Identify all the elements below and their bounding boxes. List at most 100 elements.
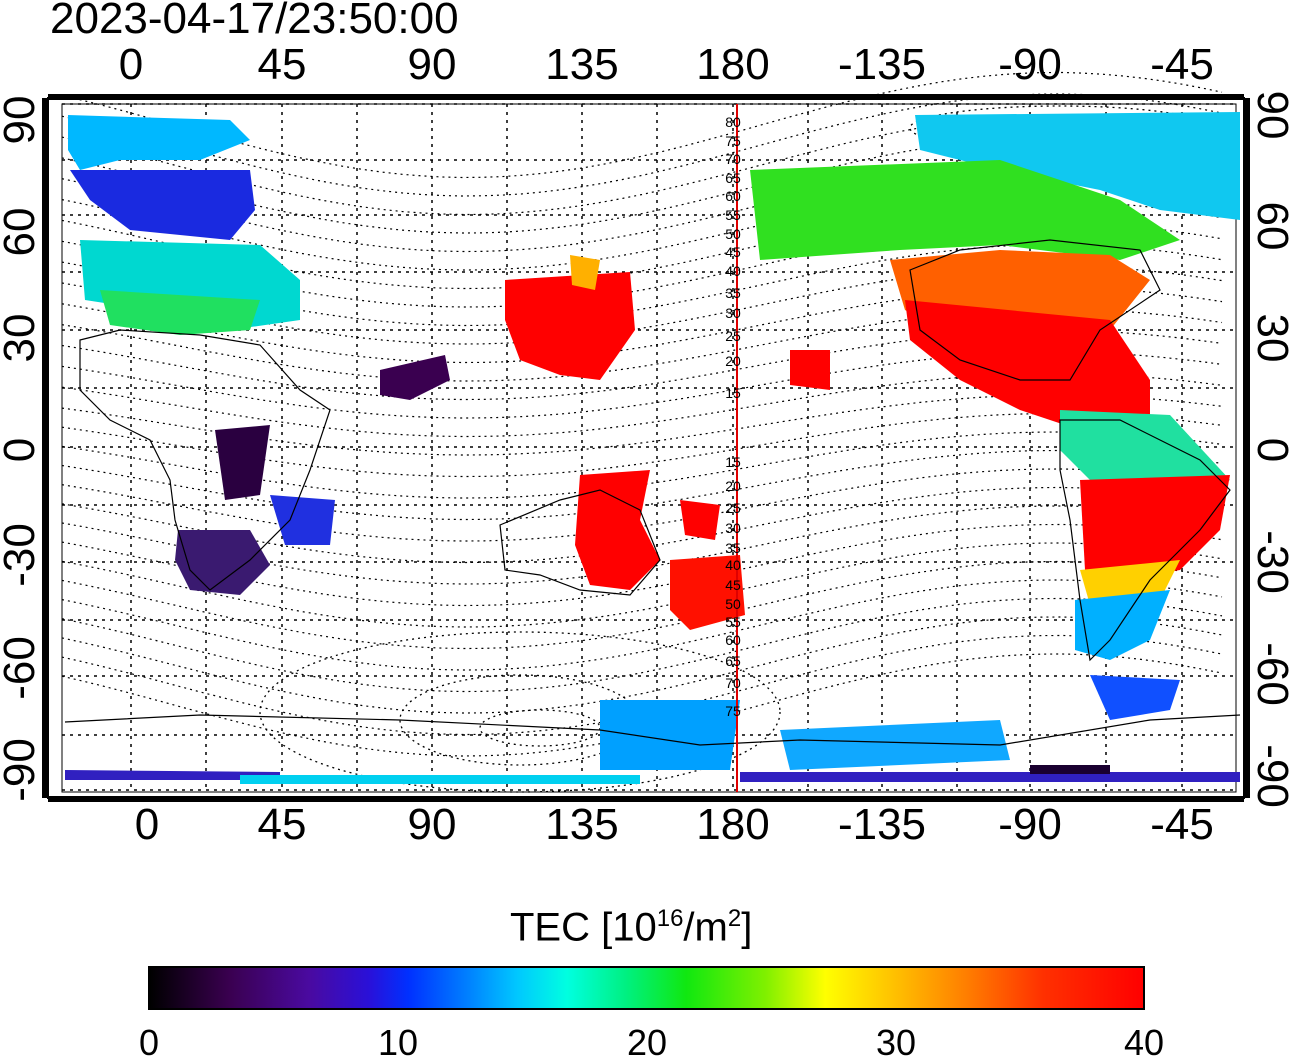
tec-patch-antarctic-pacific (780, 720, 1010, 770)
bottom-lon-label: 90 (407, 800, 457, 849)
coast-africa (79, 329, 331, 591)
tec-map: 8075706560555045403530252015152025303540… (42, 71, 1250, 802)
mlat-contour (61, 616, 1223, 714)
tec-patch-pacific (680, 500, 720, 540)
mlat-contour (61, 93, 1223, 197)
left-lat-label: 30 (0, 313, 44, 363)
tec-patch-north-atlantic-low (70, 170, 255, 240)
right-lat-label: 30 (1248, 313, 1294, 363)
top-lon-label: 90 (407, 40, 457, 89)
left-lat-label: 60 (0, 207, 44, 257)
bottom-lon-label: -135 (837, 800, 927, 849)
tec-patch-new-zealand (670, 555, 745, 630)
mlat-contour (61, 505, 1223, 585)
mlat-contour (61, 653, 1223, 757)
mlat-contour (61, 579, 1223, 671)
colorbar-tick: 30 (875, 1022, 917, 1063)
top-lon-label: 135 (545, 40, 619, 89)
top-lon-label: 45 (257, 40, 307, 89)
left-lat-label: 90 (0, 95, 44, 145)
right-lat-label: -90 (1248, 744, 1294, 808)
mlat-label: 20 (725, 353, 741, 369)
bottom-lon-label: 0 (134, 800, 160, 849)
tec-patch-canada-mid (750, 160, 1180, 260)
bottom-lon-label: 45 (257, 800, 307, 849)
mlat-label: 15 (725, 454, 741, 470)
tec-patch-antarctic-dark (1030, 765, 1110, 774)
mlat-label: 35 (725, 540, 741, 556)
mlat-label: 15 (725, 385, 741, 401)
tec-patch-europe-south (100, 290, 260, 335)
colorbar-title-end: ] (741, 905, 753, 950)
tec-patch-canada-arctic (915, 112, 1240, 220)
mlat-label: 40 (725, 557, 741, 573)
mlat-label: 25 (725, 328, 741, 344)
mlat-label: 30 (725, 520, 741, 536)
top-lon-label: 180 (696, 40, 770, 89)
bottom-lon-label: -90 (998, 800, 1062, 849)
colorbar-tick: 20 (626, 1022, 668, 1063)
tec-patch-antarctic-band-3 (740, 772, 1240, 782)
mlat-label: 65 (725, 653, 741, 669)
tec-patch-europe (68, 115, 250, 170)
top-lon-label: 0 (118, 40, 144, 89)
mlat-label: 25 (725, 500, 741, 516)
tec-patch-usa-south (905, 300, 1150, 430)
tec-patch-mexico (790, 350, 830, 390)
timestamp: 2023-04-17/23:50:00 (50, 0, 459, 43)
mlat-label: 55 (725, 207, 741, 223)
colorbar-tick: 0 (138, 1022, 160, 1063)
tec-patch-south-america-mid (1080, 475, 1230, 580)
coast-australia (499, 489, 661, 596)
right-lat-label: -60 (1248, 642, 1294, 706)
left-lat-label: 0 (0, 438, 45, 462)
colorbar-title-exp1: 16 (656, 905, 684, 932)
top-lon-label: -45 (1150, 40, 1214, 89)
bottom-lon-label: 135 (545, 800, 619, 849)
mlat-label: 50 (725, 596, 741, 612)
right-lat-label: 0 (1248, 437, 1294, 463)
left-lat-label: -60 (0, 636, 44, 700)
mlat-label: 70 (725, 675, 741, 691)
tec-data-patches (65, 112, 1240, 784)
mlat-label: 70 (725, 151, 741, 167)
bottom-lon-label: 180 (696, 800, 770, 849)
left-lat-label: -30 (0, 523, 44, 587)
colorbar-title: TEC [1016/m2] (510, 905, 752, 950)
left-lat-label: -90 (0, 738, 44, 802)
mlat-label: 45 (725, 577, 741, 593)
mlat-label: 20 (725, 478, 741, 494)
bottom-lon-label: -45 (1150, 800, 1214, 849)
mlat-label: 65 (725, 170, 741, 186)
colorbar (148, 966, 1145, 1010)
tec-patch-africa-east (270, 495, 335, 545)
mlat-label: 30 (725, 305, 741, 321)
coast-antarctica (64, 714, 1241, 746)
colorbar-title-exp2: 2 (727, 905, 742, 932)
mlat-label: 35 (725, 285, 741, 301)
coast-north-america (909, 239, 1161, 381)
polar-contour (259, 631, 781, 793)
mlat-label: 75 (725, 703, 741, 719)
coastlines (64, 239, 1241, 746)
tec-patch-antarctic-band-1 (65, 770, 280, 780)
colorbar-tick: 40 (1123, 1022, 1165, 1063)
colorbar-tick: 10 (377, 1022, 419, 1063)
mlat-contour (61, 179, 1223, 271)
mlat-contour (61, 560, 1223, 650)
tec-patch-antarctic-ross (600, 700, 740, 770)
mlat-label: 45 (725, 244, 741, 260)
right-lat-label: 60 (1248, 201, 1294, 251)
mlat-label: 75 (725, 133, 741, 149)
tec-patch-patagonia (1075, 590, 1170, 660)
mlat-label: 50 (725, 226, 741, 242)
right-lat-label: 90 (1248, 90, 1294, 140)
colorbar-title-mid: /m (683, 905, 728, 950)
mlat-label: 60 (725, 632, 741, 648)
mlat-contour (61, 523, 1223, 607)
tec-patch-east-asia (505, 272, 635, 380)
top-lon-label: -90 (998, 40, 1062, 89)
tec-patch-drake (1090, 675, 1180, 720)
mlat-labels: 8075706560555045403530252015152025303540… (725, 114, 741, 719)
tec-patch-africa-west (215, 425, 270, 500)
